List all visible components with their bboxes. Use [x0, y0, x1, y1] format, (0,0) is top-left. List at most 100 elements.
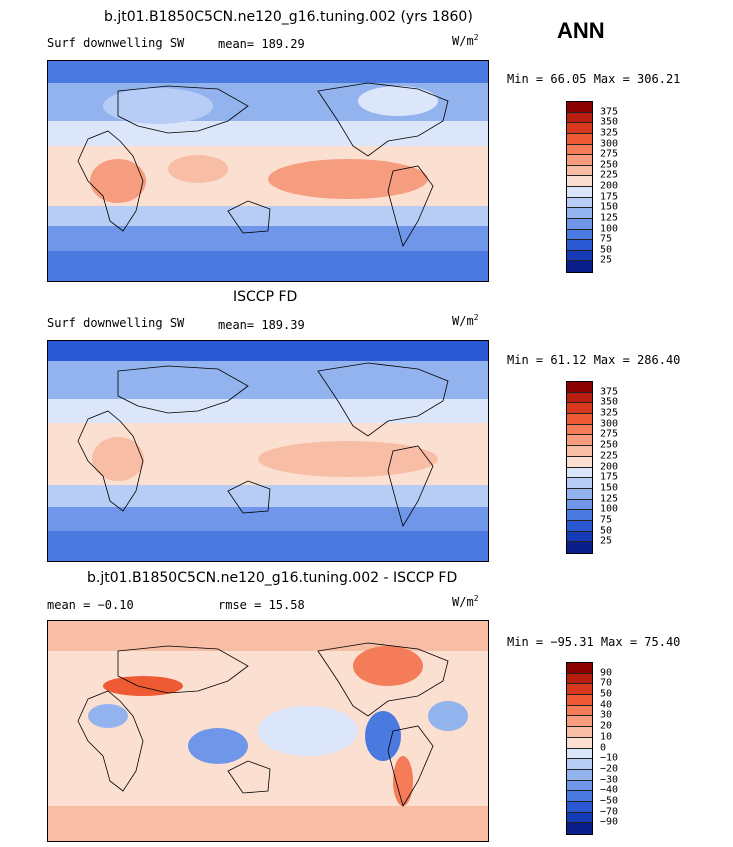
colorbar-tick-label: 75 — [600, 514, 613, 526]
colorbar-box — [567, 663, 592, 674]
colorbar-tick-label: 125 — [600, 212, 619, 224]
colorbar-box — [567, 102, 592, 113]
colorbar-box — [567, 446, 592, 457]
colorbar-box — [567, 123, 592, 134]
variable-label: Surf downwelling SW — [47, 36, 185, 50]
colorbar-box — [567, 144, 592, 156]
colorbar-box — [567, 791, 592, 802]
colorbar-tick-label: 275 — [600, 148, 619, 160]
colorbar-box — [567, 197, 592, 209]
colorbar-labels: 375 350 325 300 275 250 225 200 175 150 125 100 75 50… — [600, 381, 660, 554]
colorbar-box — [567, 382, 592, 393]
colorbar-box — [567, 748, 592, 760]
panel-title: b.jt01.B1850C5CN.ne120_g16.tuning.002 - … — [87, 570, 458, 586]
colorbar-box — [567, 250, 592, 262]
colorbar-tick-label: 175 — [600, 191, 619, 203]
colorbar-tick-label: −40 — [600, 784, 619, 796]
colorbar-tick-label: 350 — [600, 396, 619, 408]
colorbar-box — [567, 403, 592, 415]
colorbar-tick-label: −70 — [600, 806, 619, 818]
colorbar-box — [567, 165, 592, 177]
variable-label: Surf downwelling SW — [47, 316, 185, 330]
units-label: W/m2 — [452, 313, 479, 328]
colorbar-tick-label: 150 — [600, 201, 619, 213]
colorbar-tick-label: 250 — [600, 159, 619, 171]
colorbar-tick-label: 375 — [600, 386, 619, 398]
colorbar-tick-label: 175 — [600, 471, 619, 483]
colorbar-box — [567, 801, 592, 813]
colorbar-tick-label: 25 — [600, 254, 613, 266]
colorbar-box — [567, 705, 592, 717]
colorbar-box — [567, 520, 592, 532]
colorbar-tick-label: 225 — [600, 450, 619, 462]
colorbar-box — [567, 155, 592, 166]
colorbar-tick-label: 325 — [600, 407, 619, 419]
colorbar-tick-label: 375 — [600, 106, 619, 118]
colorbar-tick-label: 70 — [600, 677, 613, 689]
rmse-label: rmse = 15.58 — [218, 598, 305, 612]
colorbar-box — [567, 240, 592, 251]
colorbar-box — [567, 467, 592, 479]
colorbar-box — [567, 424, 592, 436]
colorbar-tick-label: 100 — [600, 223, 619, 234]
colorbar-box — [567, 716, 592, 728]
colorbar-box — [567, 414, 592, 425]
colorbar-box — [567, 456, 592, 468]
colorbar-box — [567, 684, 592, 696]
colorbar-tick-label: 300 — [600, 418, 619, 430]
colorbar-tick-label: 125 — [600, 493, 619, 505]
minmax-label: Min = 61.12 Max = 286.40 — [507, 353, 681, 367]
mean-label: mean = −0.10 — [47, 598, 134, 612]
colorbar-tick-label: 10 — [600, 731, 613, 743]
colorbar-tick-label: 200 — [600, 461, 619, 472]
colorbar-box — [567, 488, 592, 500]
colorbar-tick-label: 30 — [600, 709, 613, 721]
colorbar-tick-label: 325 — [600, 127, 619, 139]
colorbar-tick-label: 100 — [600, 503, 619, 515]
mean-label: mean= 189.39 — [218, 318, 305, 332]
colorbar-box — [567, 531, 592, 543]
colorbar-tick-label: −10 — [600, 752, 619, 764]
colorbar-tick-label: 0 — [600, 742, 607, 753]
colorbar-box — [567, 499, 592, 511]
colorbar-box — [567, 229, 592, 241]
colorbar-tick-label: 50 — [600, 244, 613, 256]
colorbar-box — [567, 812, 592, 824]
panel-title: b.jt01.B1850C5CN.ne120_g16.tuning.002 (y… — [104, 9, 473, 25]
colorbar — [566, 101, 593, 273]
colorbar-tick-label: 25 — [600, 535, 613, 547]
colorbar-tick-label: 350 — [600, 116, 619, 128]
colorbar-box — [567, 823, 592, 834]
colorbar-tick-label: 20 — [600, 720, 613, 732]
colorbar-labels: 90 70 50 40 30 20 10 0 −10 −20 −30 −40 −50 −70 −90 — [600, 662, 660, 835]
colorbar-box — [567, 187, 592, 198]
minmax-label: Min = 66.05 Max = 306.21 — [507, 72, 681, 86]
colorbar-box — [567, 542, 592, 553]
colorbar-box — [567, 695, 592, 706]
colorbar-box — [567, 208, 592, 219]
colorbar-box — [567, 392, 592, 404]
map-panel — [47, 60, 489, 282]
colorbar-box — [567, 435, 592, 447]
colorbar-box — [567, 780, 592, 792]
panel-title: ISCCP FD — [233, 289, 298, 305]
colorbar-box — [567, 737, 592, 749]
colorbar-tick-label: 200 — [600, 180, 619, 192]
colorbar-box — [567, 133, 592, 145]
colorbar-box — [567, 112, 592, 124]
colorbar-labels: 375 350 325 300 275 250 225 200 175 150 125 100 75 50… — [600, 101, 660, 273]
colorbar-box — [567, 218, 592, 230]
colorbar-tick-label: 300 — [600, 138, 619, 149]
colorbar-tick-label: 40 — [600, 699, 613, 711]
colorbar — [566, 662, 593, 835]
colorbar — [566, 381, 593, 554]
colorbar-box — [567, 727, 592, 738]
colorbar-tick-label: −50 — [600, 795, 619, 807]
units-label: W/m2 — [452, 594, 479, 609]
colorbar-tick-label: 225 — [600, 169, 619, 181]
season-label: ANN — [557, 18, 605, 43]
colorbar-box — [567, 261, 592, 272]
colorbar-box — [567, 759, 592, 770]
colorbar-tick-label: 150 — [600, 482, 619, 494]
mean-label: mean= 189.29 — [218, 37, 305, 51]
